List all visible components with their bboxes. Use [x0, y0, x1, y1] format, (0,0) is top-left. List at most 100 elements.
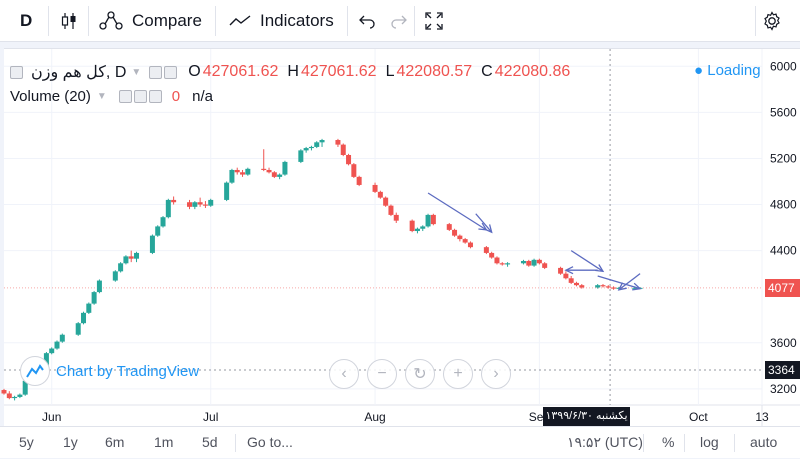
- candle-body: [160, 217, 166, 227]
- candle-body: [505, 263, 511, 265]
- timezone-clock[interactable]: ۱۹:۵۲ (UTC): [567, 434, 643, 450]
- candle-body: [271, 172, 277, 177]
- eye-icon[interactable]: [118, 90, 132, 103]
- undo-icon: [359, 15, 375, 29]
- toolbar-divider: [755, 6, 756, 36]
- legend-symbol: کل هم وزن, D: [31, 64, 127, 81]
- candle-body: [229, 169, 235, 183]
- indicators-button[interactable]: Indicators: [228, 0, 334, 42]
- toolbar-divider: [215, 6, 216, 36]
- close-key: C: [481, 63, 493, 80]
- minus-icon: −: [377, 365, 387, 382]
- bottombar-divider: [684, 434, 685, 452]
- scroll-right-button[interactable]: ›: [481, 359, 511, 389]
- candle-body: [298, 150, 304, 162]
- candle-body: [261, 168, 267, 170]
- chart-type-button[interactable]: [58, 0, 80, 42]
- bottombar-divider: [643, 434, 644, 452]
- low-key: L: [385, 63, 395, 80]
- candle-body: [467, 242, 473, 248]
- candle-body: [303, 148, 309, 151]
- tradingview-watermark[interactable]: Chart by TradingView: [20, 356, 199, 386]
- chevron-down-icon[interactable]: ▼: [131, 66, 142, 78]
- collapse-legend-icon[interactable]: [10, 65, 23, 79]
- close-icon[interactable]: [148, 90, 162, 103]
- price-tick-label: 4800: [770, 198, 797, 212]
- candle-body: [282, 161, 288, 175]
- annotation-arrowhead: [594, 264, 605, 273]
- redo-button[interactable]: [390, 0, 408, 42]
- time-tick-label: Jun: [42, 410, 61, 424]
- candle-body: [54, 341, 60, 349]
- loading-text: Loading: [707, 62, 761, 79]
- symbol-interval-button[interactable]: D: [20, 0, 32, 42]
- high-key: H: [287, 63, 299, 80]
- candle-body: [452, 229, 458, 236]
- auto-scale-button[interactable]: auto: [750, 434, 778, 450]
- candle-body: [420, 226, 426, 229]
- candle-body: [6, 393, 12, 399]
- candle-body: [202, 204, 208, 206]
- candle-body: [17, 394, 23, 397]
- close-value: 422080.86: [494, 63, 571, 80]
- settings-button[interactable]: [761, 0, 783, 42]
- zoom-in-button[interactable]: +: [443, 359, 473, 389]
- time-tick-label: Oct: [689, 410, 708, 424]
- candle-body: [22, 380, 28, 395]
- candle-body: [346, 154, 352, 165]
- range-5d-button[interactable]: 5d: [202, 434, 218, 450]
- candle-body: [86, 303, 92, 313]
- range-1m-button[interactable]: 1m: [154, 434, 174, 450]
- range-5y-button[interactable]: 5y: [19, 434, 34, 450]
- candle-body: [499, 263, 505, 265]
- gear-icon[interactable]: [164, 65, 178, 79]
- compare-button[interactable]: Compare: [98, 0, 202, 42]
- candle-body: [81, 312, 87, 324]
- chevron-down-icon[interactable]: ▼: [96, 91, 107, 102]
- candle-body: [409, 220, 415, 232]
- symbol-label: D: [20, 11, 33, 30]
- series-legend: کل هم وزن, D ▼ O 427061.62 H 427061.62 L…: [10, 62, 570, 82]
- range-6m-button[interactable]: 6m: [105, 434, 125, 450]
- crosshair-date-tag: یکشنبه ۱۳۹۹/۶/۳۰: [543, 407, 630, 426]
- undo-button[interactable]: [358, 0, 376, 42]
- toolbar-divider: [48, 6, 49, 36]
- chart-navigation: ‹ − ↻ + ›: [329, 359, 511, 389]
- candle-body: [319, 140, 325, 143]
- fullscreen-button[interactable]: [424, 0, 444, 42]
- reset-button[interactable]: ↻: [405, 359, 435, 389]
- compare-icon: [99, 11, 123, 30]
- candle-body: [632, 287, 638, 289]
- candle-body: [372, 184, 378, 192]
- candle-body: [240, 172, 246, 175]
- range-1y-button[interactable]: 1y: [63, 434, 78, 450]
- chart-panel[interactable]: [4, 48, 800, 426]
- candle-body: [266, 169, 272, 173]
- eye-icon[interactable]: [149, 65, 163, 79]
- annotation-arrow: [618, 273, 641, 291]
- loading-indicator: ● Loading: [694, 62, 761, 79]
- candle-body: [356, 176, 362, 185]
- candle-body: [340, 144, 346, 155]
- candle-body: [393, 214, 399, 221]
- chevron-left-icon: ‹: [341, 365, 347, 382]
- percent-scale-button[interactable]: %: [662, 434, 675, 450]
- zoom-out-button[interactable]: −: [367, 359, 397, 389]
- bottombar-divider: [235, 434, 236, 452]
- annotation-arrowhead: [617, 282, 627, 291]
- volume-legend: Volume (20) ▼ 0 n/a: [10, 88, 213, 105]
- candle-body: [611, 287, 617, 289]
- bottom-toolbar: 5y 1y 6m 1m 5d Go to... ۱۹:۵۲ (UTC) % lo…: [0, 426, 800, 458]
- candle-body: [383, 197, 389, 206]
- candle-body: [595, 285, 601, 288]
- low-value: 422080.57: [396, 63, 473, 80]
- candle-body: [314, 142, 320, 147]
- annotation-arrow: [597, 275, 641, 290]
- log-scale-button[interactable]: log: [700, 434, 719, 450]
- scroll-left-button[interactable]: ‹: [329, 359, 359, 389]
- gear-icon[interactable]: [133, 90, 147, 103]
- goto-button[interactable]: Go to...: [247, 434, 293, 450]
- candle-body: [224, 182, 230, 200]
- candle-body: [192, 202, 198, 207]
